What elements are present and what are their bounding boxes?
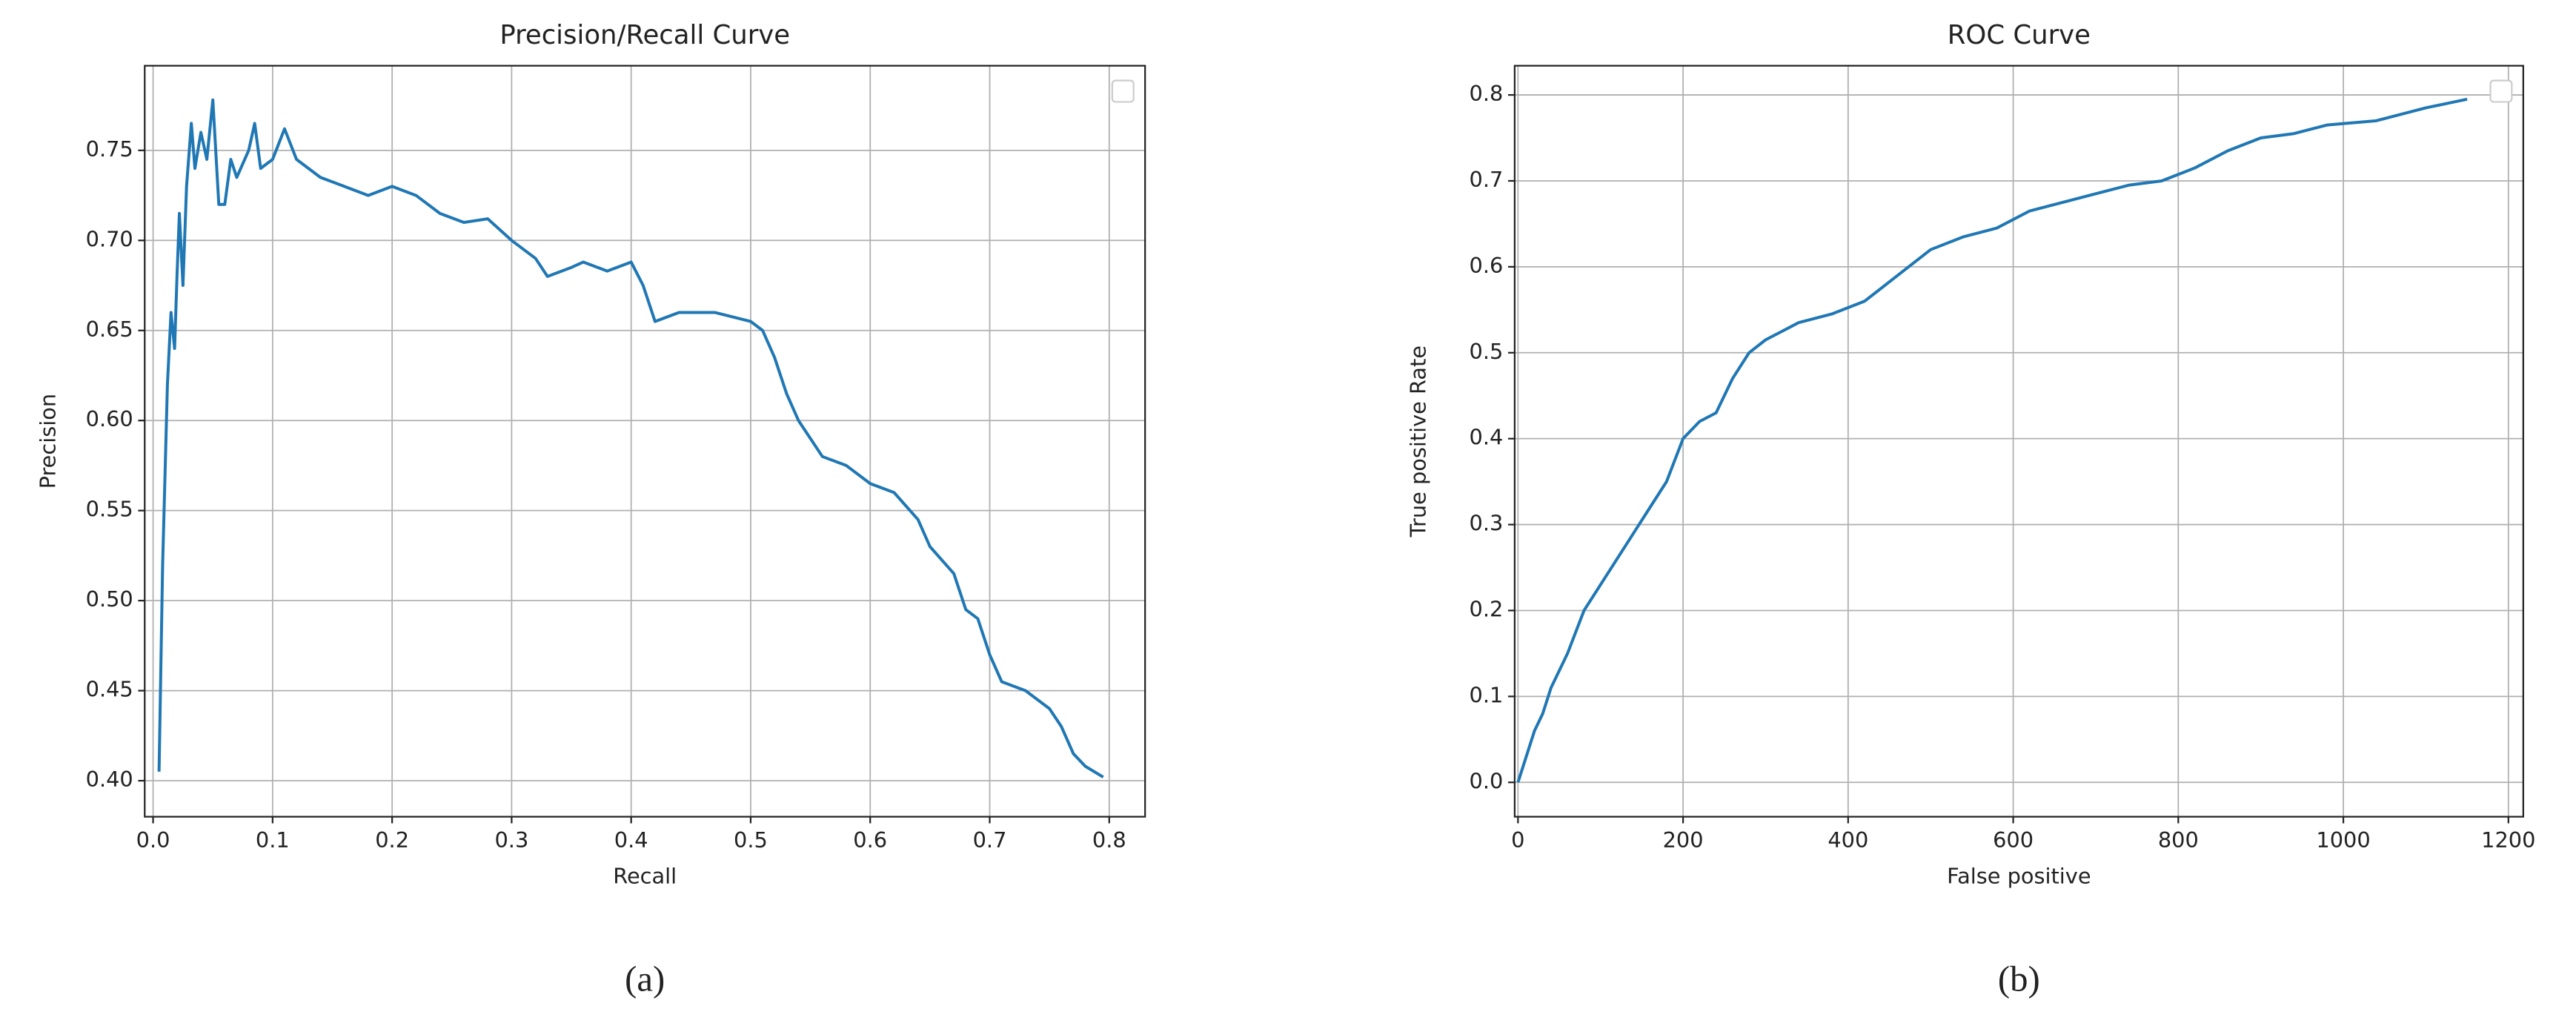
legend-box <box>2489 79 2513 103</box>
y-tick-label: 0.2 <box>1470 596 1504 621</box>
axes-frame <box>144 64 1146 818</box>
x-tick-label: 0.8 <box>1092 827 1126 853</box>
x-tick-label: 0.5 <box>734 827 768 853</box>
caption: (b) <box>1998 959 2040 999</box>
y-tick-label: 0.1 <box>1470 682 1504 707</box>
curve <box>157 98 1104 778</box>
y-tick-label: 0.3 <box>1470 511 1504 536</box>
y-tick-label: 0.45 <box>86 677 133 702</box>
chart-title: ROC Curve <box>1948 20 2091 50</box>
x-tick-label: 0.4 <box>614 827 648 853</box>
x-tick-label: 0.0 <box>136 827 170 853</box>
y-tick-label: 0.75 <box>86 136 133 162</box>
legend-box <box>1111 79 1135 103</box>
y-axis-label: Precision <box>36 394 61 489</box>
x-tick-label: 200 <box>1663 827 1704 853</box>
x-tick-label: 400 <box>1828 827 1868 853</box>
y-tick-label: 0.40 <box>86 767 133 792</box>
x-tick-label: 1200 <box>2481 827 2535 853</box>
x-tick-label: 1000 <box>2316 827 2370 853</box>
x-tick-label: 0.1 <box>256 827 290 853</box>
x-tick-label: 0.6 <box>853 827 887 853</box>
y-axis-label: True positive Rate <box>1405 345 1430 538</box>
chart-title: Precision/Recall Curve <box>499 20 790 50</box>
y-tick-label: 0.60 <box>86 406 133 431</box>
x-tick-label: 0.3 <box>494 827 528 853</box>
y-tick-label: 0.50 <box>86 586 133 612</box>
y-tick-label: 0.5 <box>1470 339 1504 364</box>
y-tick-label: 0.55 <box>86 497 133 522</box>
y-tick-label: 0.6 <box>1470 253 1504 278</box>
x-tick-label: 600 <box>1993 827 2034 853</box>
y-tick-label: 0.70 <box>86 226 133 251</box>
y-tick-label: 0.8 <box>1470 81 1504 106</box>
x-tick-label: 800 <box>2158 827 2199 853</box>
x-axis-label: Recall <box>613 864 677 889</box>
y-tick-label: 0.0 <box>1470 768 1504 793</box>
x-tick-label: 0.7 <box>973 827 1007 853</box>
x-tick-label: 0 <box>1511 827 1524 853</box>
x-axis-label: False positive <box>1947 864 2091 889</box>
y-tick-label: 0.4 <box>1470 425 1504 450</box>
axes-frame <box>1513 64 2524 818</box>
y-tick-label: 0.7 <box>1470 167 1504 192</box>
curve <box>1516 97 2468 783</box>
caption: (a) <box>625 959 665 999</box>
x-tick-label: 0.2 <box>375 827 409 853</box>
y-tick-label: 0.65 <box>86 317 133 342</box>
